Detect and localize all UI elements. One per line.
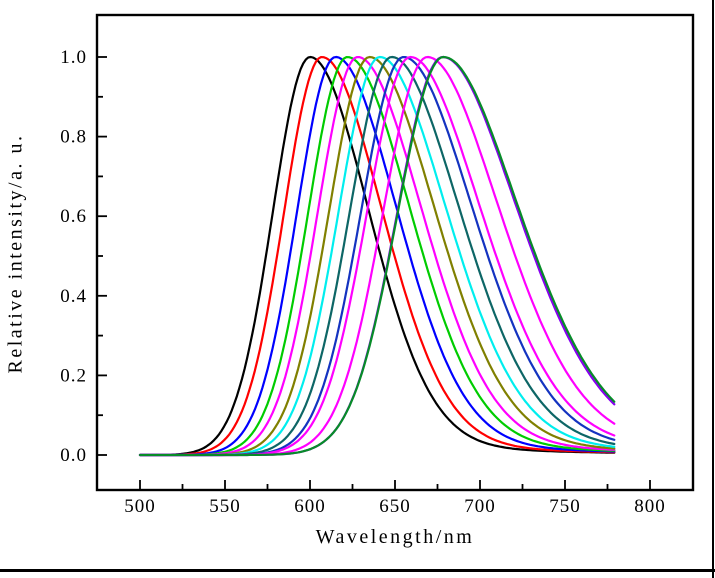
y-tick-label: 0.0 [60,445,87,466]
spectrum-blue-615nm [138,55,616,457]
spectrum-darkyellow-635nm [138,55,616,457]
spectrum-magenta-628nm [138,56,616,457]
y-tick-label: 0.2 [60,365,87,386]
spectrum-red-607nm [138,56,616,457]
x-tick-label: 650 [379,496,411,517]
y-axis-title: Relative intensity/a. u. [4,133,27,374]
document-border-right [712,0,714,578]
y-tick-label: 0.6 [60,206,87,227]
spectrum-black-600nm [138,55,616,457]
spectrum-violet-678nm [138,55,616,457]
y-tick-label: 0.8 [60,127,87,148]
spectrum-darkcyan-648nm [138,55,616,457]
x-tick-label: 500 [124,496,156,517]
x-tick-label: 800 [634,496,666,517]
x-axis-title: Wavelength/nm [315,526,475,548]
spectrum-darkgreen-678nm [138,55,616,457]
spectrum-cyan-641nm [138,55,616,457]
y-tick-label: 1.0 [60,47,87,68]
spectrum-green-622nm [138,56,616,457]
plot-frame [95,13,695,492]
spectrum-magenta-659nm [138,55,616,457]
x-tick-label: 600 [294,496,326,517]
spectrum-navy-655nm [138,56,616,457]
x-tick-label: 550 [209,496,241,517]
x-tick-label: 750 [549,496,581,517]
y-tick-label: 0.4 [60,286,87,307]
x-tick-label: 700 [464,496,496,517]
spectrum-magenta-669nm [138,55,616,457]
document-border-bottom [0,569,715,572]
